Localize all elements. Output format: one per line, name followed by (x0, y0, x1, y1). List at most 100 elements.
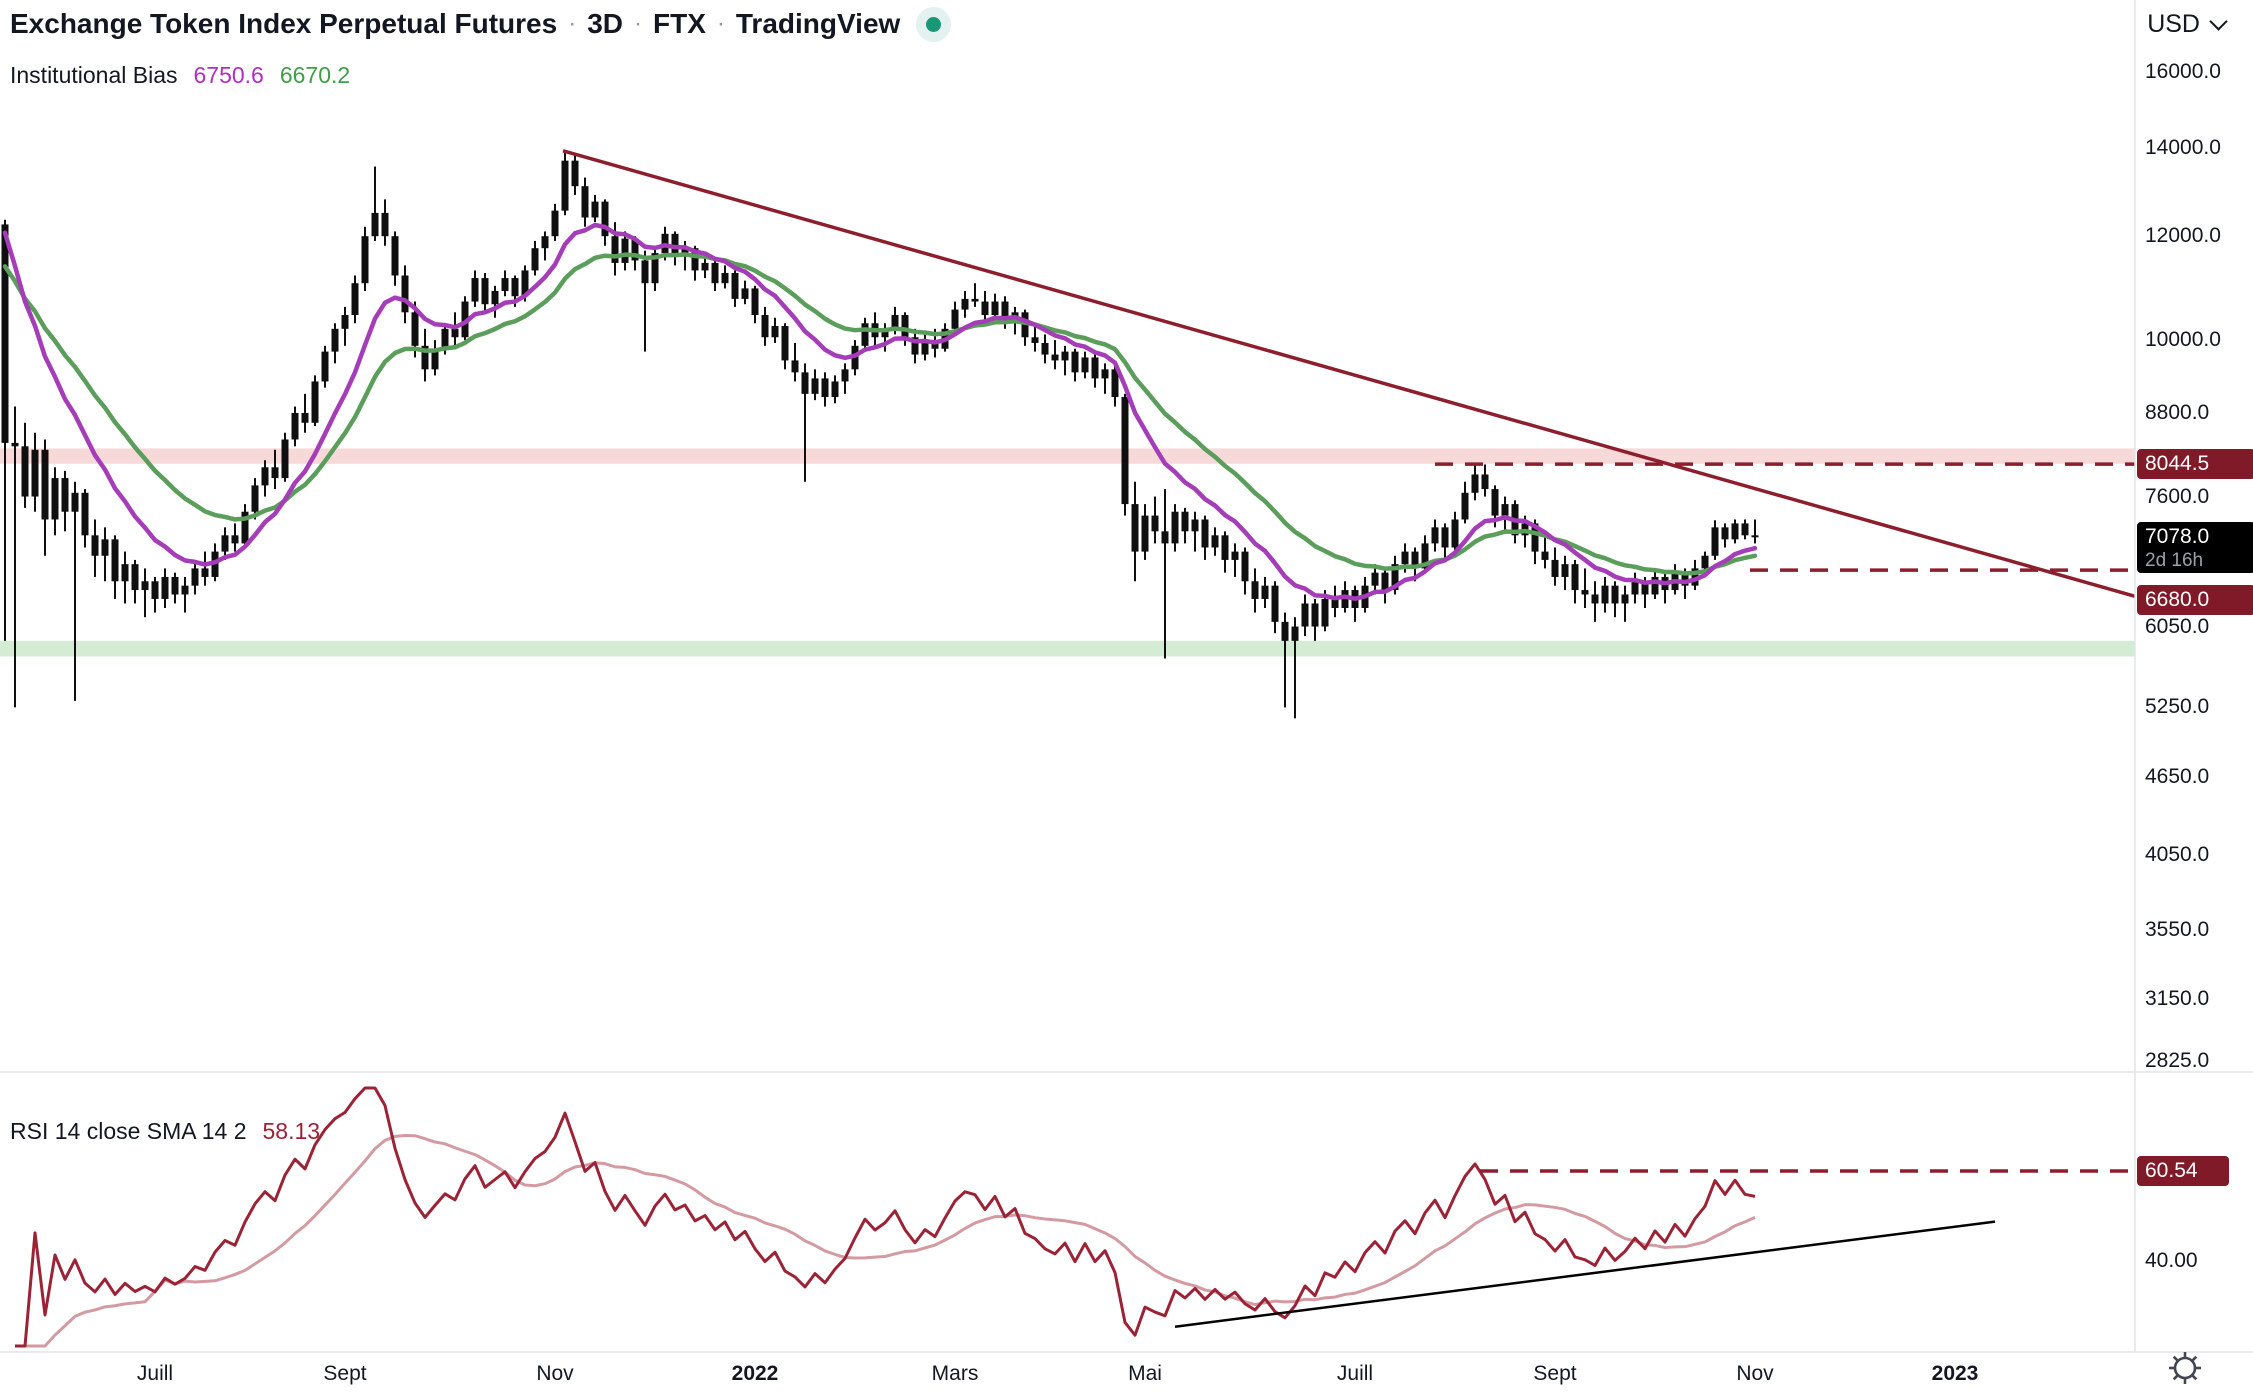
candle-body (1091, 357, 1099, 379)
candle-body (171, 576, 179, 595)
candle-body (431, 348, 439, 370)
rsi-indicator-name: RSI 14 close SMA 14 2 (10, 1118, 247, 1144)
currency-label[interactable]: USD (2147, 10, 2200, 38)
candle-body (1701, 555, 1709, 569)
candle-body (1741, 523, 1749, 536)
price-axis-tick: 12000.0 (2145, 224, 2221, 248)
price-axis-tick: 6050.0 (2145, 614, 2210, 638)
resistance-zone[interactable] (0, 448, 2135, 464)
candle-body (351, 283, 359, 316)
symbol-header[interactable]: Exchange Token Index Perpetual Futures ·… (10, 8, 942, 40)
candle-body (1441, 527, 1449, 548)
candle-body (51, 478, 59, 520)
settings-gear-icon[interactable] (2166, 1349, 2204, 1392)
candle-body (381, 212, 389, 237)
rsi-badge: 60.54 (2137, 1156, 2229, 1187)
candle-body (561, 160, 569, 211)
candle-body (91, 535, 99, 556)
candle-body (911, 337, 919, 355)
candle-body (371, 212, 379, 237)
candle-body (541, 236, 549, 249)
candle-body (1721, 527, 1729, 540)
support-zone[interactable] (0, 640, 2135, 657)
candle-body (751, 288, 759, 316)
candle-body (1391, 564, 1399, 591)
candle-body (1081, 357, 1089, 373)
candle-body (151, 581, 159, 599)
price-axis-tick: 3550.0 (2145, 918, 2210, 942)
interval-label[interactable]: 3D (587, 8, 623, 39)
candle-body (391, 236, 399, 276)
rsi-indicator-value: 58.13 (262, 1118, 321, 1144)
candle-body (1001, 301, 1009, 321)
vendor-label[interactable]: TradingView (735, 8, 901, 39)
candle-body (1501, 504, 1509, 516)
candle-body (1621, 594, 1629, 604)
candle-body (1371, 572, 1379, 586)
separator-dot: · (568, 10, 577, 37)
candle-body (481, 278, 489, 305)
candle-body (331, 328, 339, 352)
time-axis-label: Nov (1736, 1362, 1774, 1385)
candle-body (501, 278, 509, 291)
candle-body (441, 328, 449, 349)
candle-body (1251, 581, 1259, 599)
rsi-sma-line[interactable] (15, 1134, 1756, 1348)
rsi-legend: RSI 14 close SMA 14 2 58.13 (10, 1118, 320, 1145)
candle-body (1421, 543, 1429, 569)
candle-body (1231, 551, 1239, 560)
symbol-title[interactable]: Exchange Token Index Perpetual Futures (10, 8, 558, 39)
time-axis-label: 2022 (731, 1362, 779, 1385)
market-status-dot-icon[interactable] (926, 16, 942, 32)
candle-body (1271, 585, 1279, 622)
rsi-ascending-trendline[interactable] (1174, 1220, 1996, 1328)
ema-slow-line[interactable] (2, 252, 1758, 576)
candle-body (821, 378, 829, 398)
candle-body (471, 278, 479, 302)
candle-body (1261, 585, 1269, 599)
candle-body (1331, 598, 1339, 609)
candle-body (271, 467, 279, 479)
descending-trendline[interactable] (562, 149, 2136, 598)
candle-body (141, 581, 149, 591)
candle-body (1431, 527, 1439, 544)
candle-body (1041, 342, 1049, 355)
candle-body (491, 290, 499, 305)
candle-body (221, 535, 229, 552)
indicator-value-slow: 6670.2 (279, 62, 351, 88)
ema-fast-line[interactable] (2, 222, 1758, 601)
candle-body (731, 272, 739, 299)
candle-body (621, 238, 629, 263)
candle-body (961, 298, 969, 310)
exchange-label[interactable]: FTX (652, 8, 706, 39)
time-axis-label: Juill (1336, 1362, 1374, 1385)
price-axis-tick: 16000.0 (2145, 60, 2221, 84)
candle-body (1311, 603, 1319, 627)
time-axis-label: Nov (536, 1362, 574, 1385)
candle-body (691, 248, 699, 271)
candle-body (21, 446, 29, 497)
price-axis-tick: 3150.0 (2145, 986, 2210, 1010)
candle-body (1131, 504, 1139, 552)
candle-body (1221, 535, 1229, 560)
candle-body (1321, 598, 1329, 627)
price-badge-value: 8044.5 (2145, 452, 2210, 476)
candle-body (311, 381, 319, 423)
rsi-line[interactable] (15, 1086, 1756, 1348)
candle-body (1111, 369, 1119, 398)
currency-selector[interactable]: USD (2147, 10, 2228, 39)
candle-body (1651, 576, 1659, 595)
candle-body (1551, 559, 1559, 577)
candle-body (1031, 337, 1039, 343)
candle-body (1381, 572, 1389, 591)
candle-body (521, 270, 529, 297)
candle-body (741, 288, 749, 299)
candle-body (1451, 519, 1459, 548)
candle-body (121, 564, 129, 582)
price-badge-value: 6680.0 (2145, 588, 2210, 612)
candle-body (1181, 511, 1189, 532)
candle-body (1461, 492, 1469, 520)
candle-body (921, 340, 929, 355)
